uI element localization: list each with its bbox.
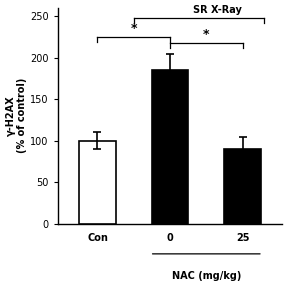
- Bar: [224, 149, 261, 224]
- Text: *: *: [130, 22, 137, 35]
- Text: SR X-Ray: SR X-Ray: [193, 5, 242, 15]
- Bar: [79, 141, 115, 224]
- Bar: [152, 70, 188, 224]
- Text: NAC (mg/kg): NAC (mg/kg): [172, 271, 241, 281]
- Y-axis label: γ-H2AX
(% of control): γ-H2AX (% of control): [5, 78, 27, 154]
- Text: *: *: [203, 28, 210, 41]
